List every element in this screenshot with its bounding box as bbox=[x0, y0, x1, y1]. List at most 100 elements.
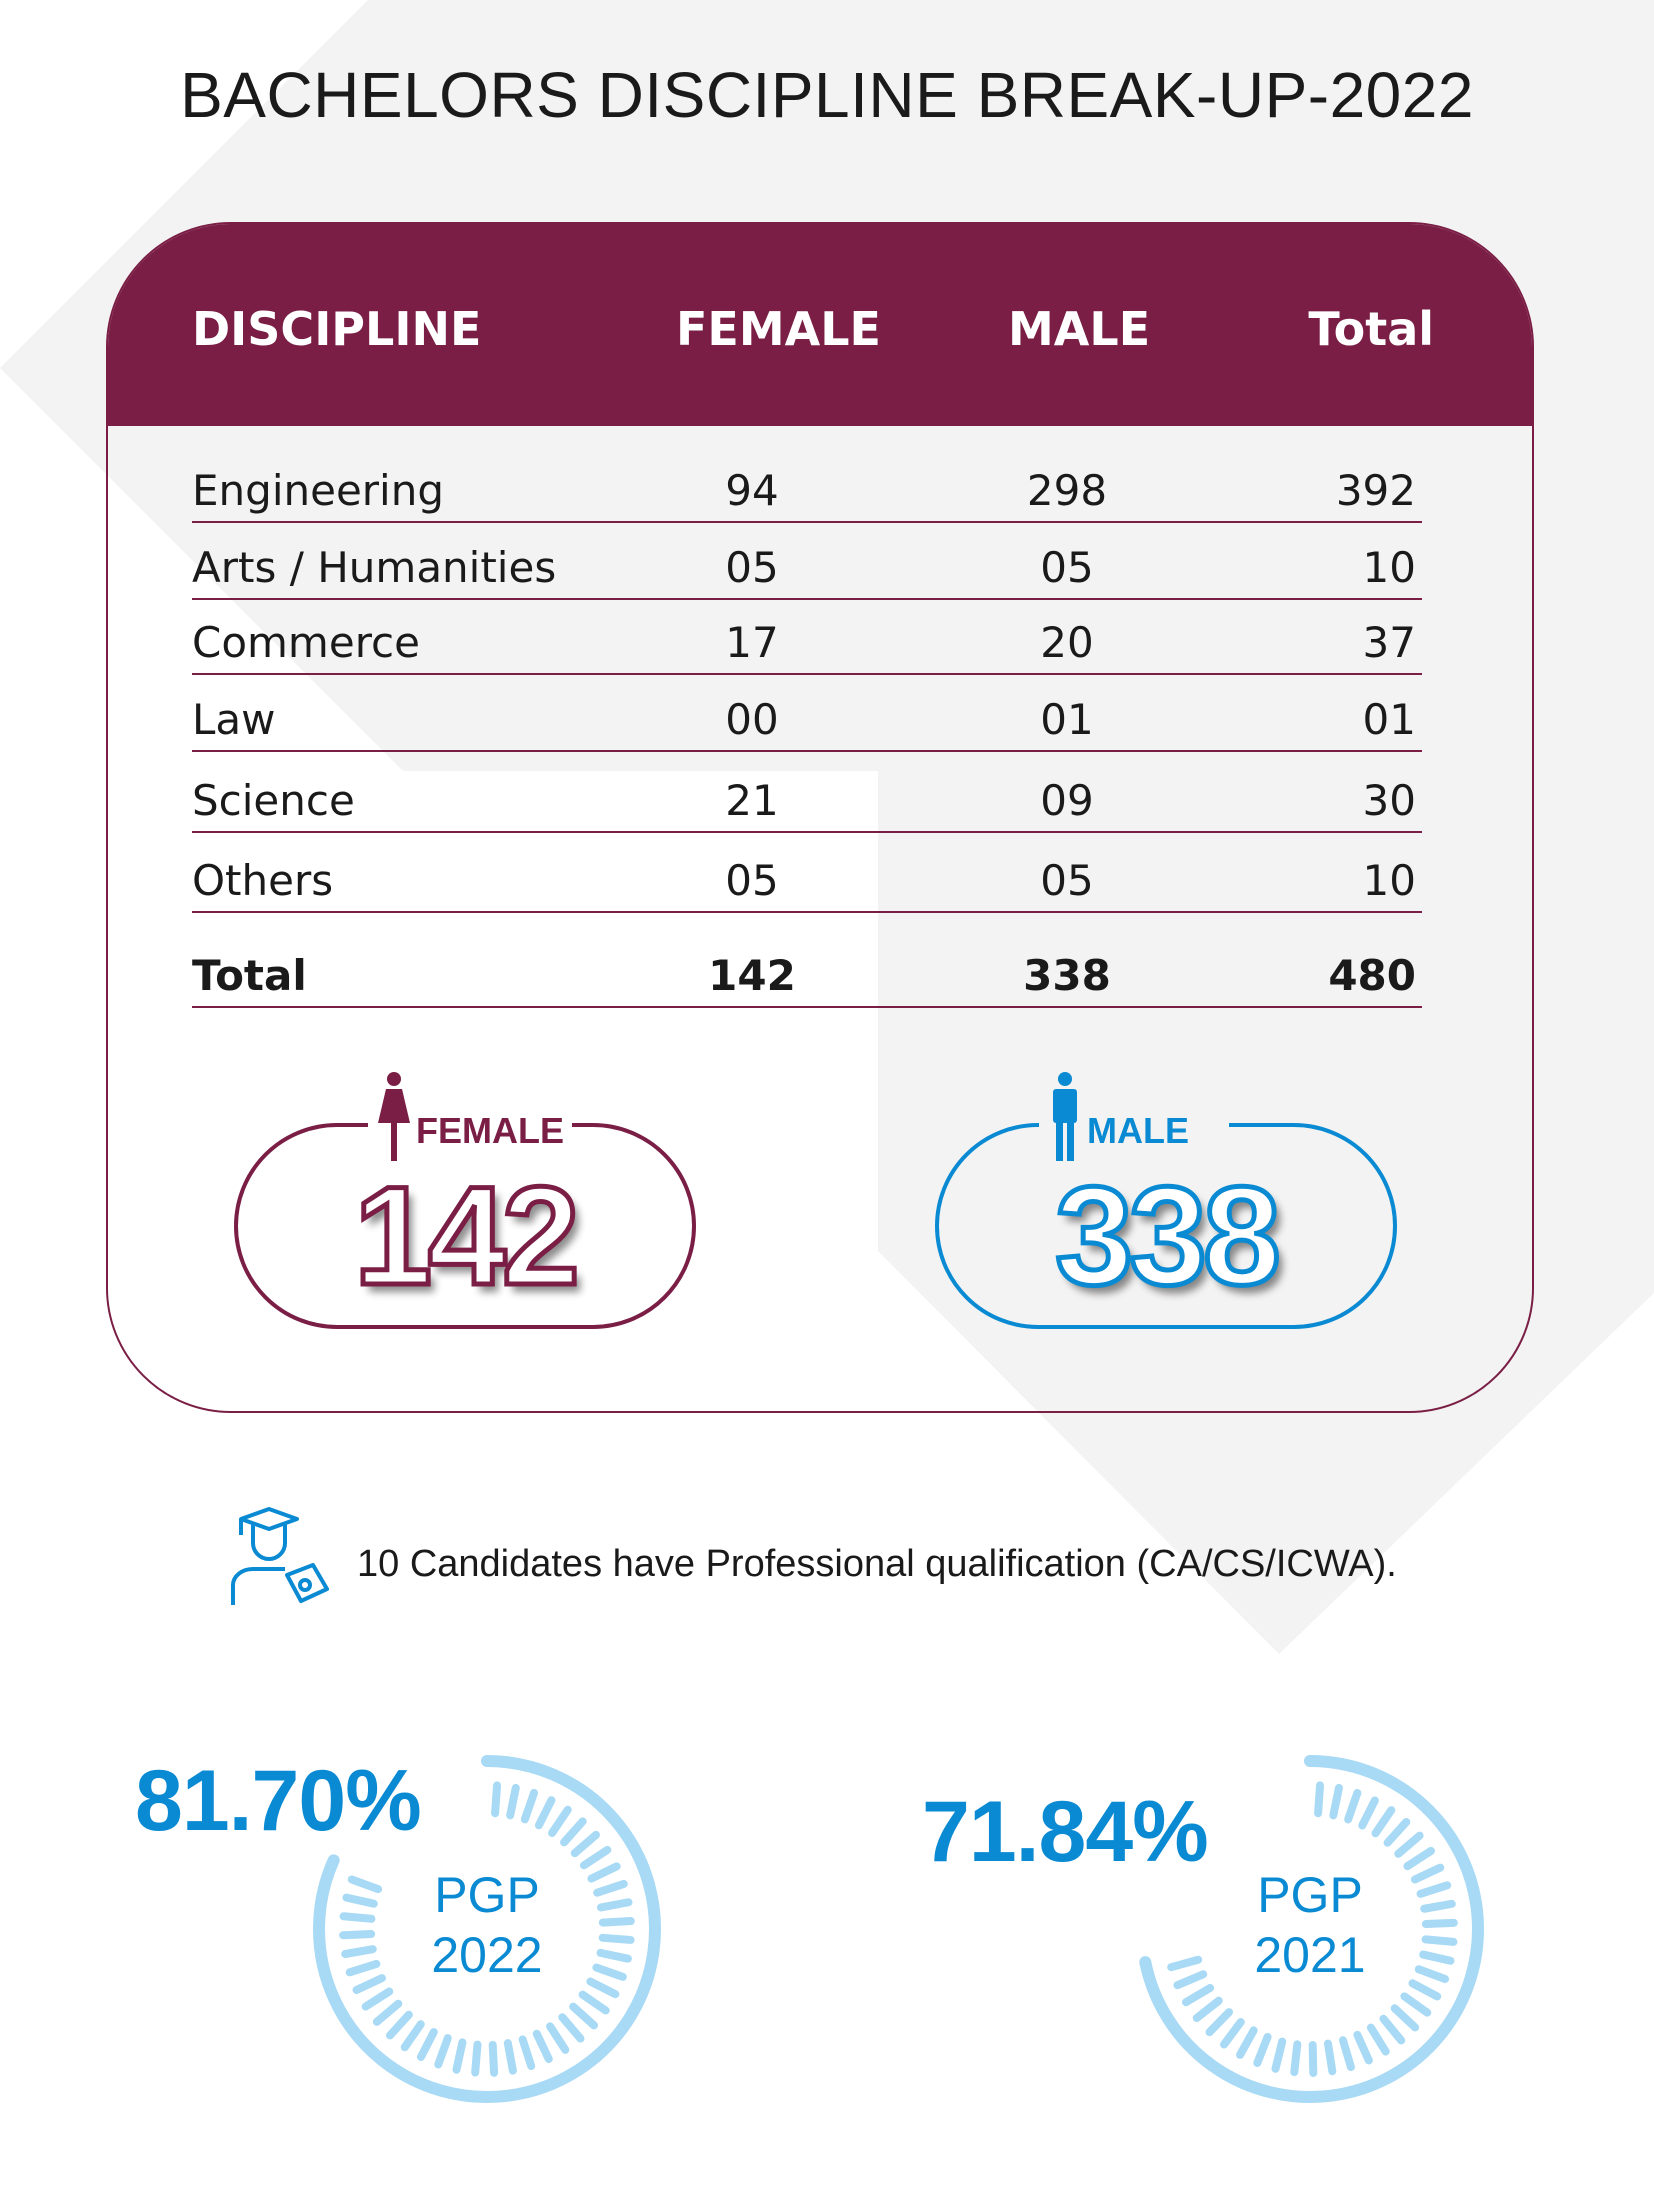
total-label: Total bbox=[192, 951, 307, 1000]
gauge-tick bbox=[546, 2022, 570, 2054]
table-row: Others 05 05 10 bbox=[192, 841, 1422, 913]
female-summary: FEMALE 142 bbox=[234, 1072, 696, 1329]
gauge-tick bbox=[586, 1977, 620, 1999]
gauge-tick bbox=[1253, 2032, 1272, 2068]
professional-qualification-text: 10 Candidates have Professional qualific… bbox=[357, 1543, 1397, 1585]
gauge-tick bbox=[339, 1929, 376, 1940]
gauge-tick bbox=[569, 2002, 599, 2030]
gauge-tick bbox=[434, 2034, 452, 2069]
total-cell: 10 bbox=[1362, 543, 1416, 592]
total-cell: 392 bbox=[1335, 466, 1416, 515]
gauge-tick bbox=[534, 1796, 556, 1830]
gauge-tick bbox=[1344, 1789, 1362, 1824]
gauge-tick bbox=[560, 1817, 587, 1847]
male-person-icon bbox=[1053, 1072, 1077, 1161]
gauge-tick bbox=[558, 2013, 585, 2043]
header-male: MALE bbox=[1008, 302, 1151, 356]
gauge-tick bbox=[341, 1945, 377, 1959]
gauge-arc bbox=[313, 1755, 661, 2103]
female-person-icon bbox=[378, 1072, 410, 1161]
gauge-tick bbox=[1379, 2014, 1406, 2045]
gauge-tick bbox=[579, 1845, 612, 1870]
male-summary: MALE 338 bbox=[935, 1072, 1397, 1329]
table-row: Law 00 01 01 bbox=[192, 680, 1422, 752]
gauge-tick bbox=[1400, 1992, 1432, 2017]
gauge-year: 2021 bbox=[1254, 1927, 1366, 1983]
total-cell: 01 bbox=[1362, 695, 1416, 744]
total-cell: 30 bbox=[1362, 776, 1416, 825]
table-total-row: Total 142 338 480 bbox=[192, 936, 1422, 1008]
gauge-tick bbox=[1419, 1950, 1455, 1965]
gauge-tick bbox=[1167, 1955, 1203, 1972]
gauge-tick bbox=[372, 1999, 403, 2026]
grand-total: 480 bbox=[1328, 951, 1416, 1000]
discipline-cell: Arts / Humanities bbox=[192, 543, 557, 592]
gauge-tick bbox=[520, 1788, 539, 1824]
header-female: FEMALE bbox=[676, 302, 881, 356]
gauge-tick bbox=[598, 1917, 635, 1927]
gauge-percent: 81.70% bbox=[135, 1753, 422, 1849]
gauge-tick bbox=[1314, 1781, 1325, 1818]
header-total: Total bbox=[1308, 302, 1434, 356]
table-header: DISCIPLINE FEMALE MALE Total bbox=[108, 224, 1532, 426]
female-count: 142 bbox=[352, 1155, 583, 1317]
gauge-tick bbox=[1308, 2040, 1318, 2077]
gauge-tick bbox=[1416, 1881, 1452, 1898]
gauge-tick bbox=[1410, 1863, 1445, 1884]
gauge-tick bbox=[1390, 2004, 1420, 2032]
gauge-arc bbox=[1139, 1755, 1484, 2103]
header-discipline: DISCIPLINE bbox=[192, 302, 482, 356]
gauge-year: 2022 bbox=[431, 1927, 543, 1983]
gauge-tick bbox=[570, 1830, 600, 1858]
gauge-tick bbox=[385, 2010, 413, 2040]
gauge-tick bbox=[532, 2029, 553, 2064]
gauge-tick bbox=[598, 1933, 635, 1944]
gauge-tick bbox=[1173, 1970, 1208, 1990]
male-count: 338 bbox=[1053, 1155, 1284, 1317]
gauge-tick bbox=[1182, 1983, 1215, 2007]
gauge-tick bbox=[1420, 1899, 1456, 1913]
gauge-tick bbox=[1421, 1918, 1458, 1929]
gauge-tick bbox=[1236, 2026, 1258, 2059]
gauge-program: PGP bbox=[1257, 1867, 1363, 1923]
table-row: Commerce 17 20 37 bbox=[192, 603, 1422, 675]
gauge-ring bbox=[313, 1755, 661, 2103]
discipline-cell: Science bbox=[192, 776, 355, 825]
gauge-tick bbox=[1358, 1796, 1379, 1830]
male-label: MALE bbox=[1087, 1110, 1189, 1151]
gauge-tick bbox=[400, 2020, 425, 2052]
gauge-percent: 71.84% bbox=[922, 1784, 1209, 1880]
female-label: FEMALE bbox=[416, 1110, 564, 1151]
discipline-cell: Engineering bbox=[192, 466, 444, 515]
gauge-tick bbox=[345, 1959, 381, 1977]
table-row: Arts / Humanities 05 05 10 bbox=[192, 528, 1422, 600]
gauge-tick bbox=[1408, 1979, 1442, 2001]
gauge-tick bbox=[1323, 2039, 1337, 2076]
gauge-tick bbox=[1403, 1846, 1435, 1871]
gauge-program: PGP bbox=[434, 1867, 540, 1923]
gauge-tick bbox=[1271, 2037, 1287, 2073]
gauge-tick bbox=[578, 1990, 610, 2015]
gauge-tick bbox=[416, 2028, 438, 2061]
gauge-tick bbox=[593, 1879, 628, 1897]
gauge-tick bbox=[1192, 1996, 1223, 2022]
gauge-tick bbox=[491, 1781, 502, 1818]
gauge-tick bbox=[518, 2035, 536, 2071]
gauge-tick bbox=[471, 2040, 482, 2077]
discipline-cell: Law bbox=[192, 695, 276, 744]
gauge-tick bbox=[488, 2040, 499, 2077]
discipline-cell: Commerce bbox=[192, 618, 420, 667]
gauge-tick bbox=[1371, 1806, 1396, 1838]
gauge-tick bbox=[1205, 2008, 1234, 2037]
gauge-tick bbox=[1383, 1817, 1411, 1847]
gauge-tick bbox=[347, 1875, 383, 1894]
page-title: BACHELORS DISCIPLINE BREAK-UP-2022 bbox=[180, 59, 1474, 131]
discipline-table-card: DISCIPLINE FEMALE MALE Total Engineering… bbox=[106, 222, 1534, 1413]
graduate-certificate-icon bbox=[231, 1507, 329, 1605]
table-row: Engineering 94 298 392 bbox=[192, 451, 1422, 523]
gauge-tick bbox=[1394, 1831, 1424, 1858]
gauge-tick bbox=[339, 1912, 376, 1923]
gauge-tick bbox=[1338, 2036, 1355, 2072]
gauge-tick bbox=[503, 2039, 517, 2075]
total-cell: 10 bbox=[1362, 856, 1416, 905]
